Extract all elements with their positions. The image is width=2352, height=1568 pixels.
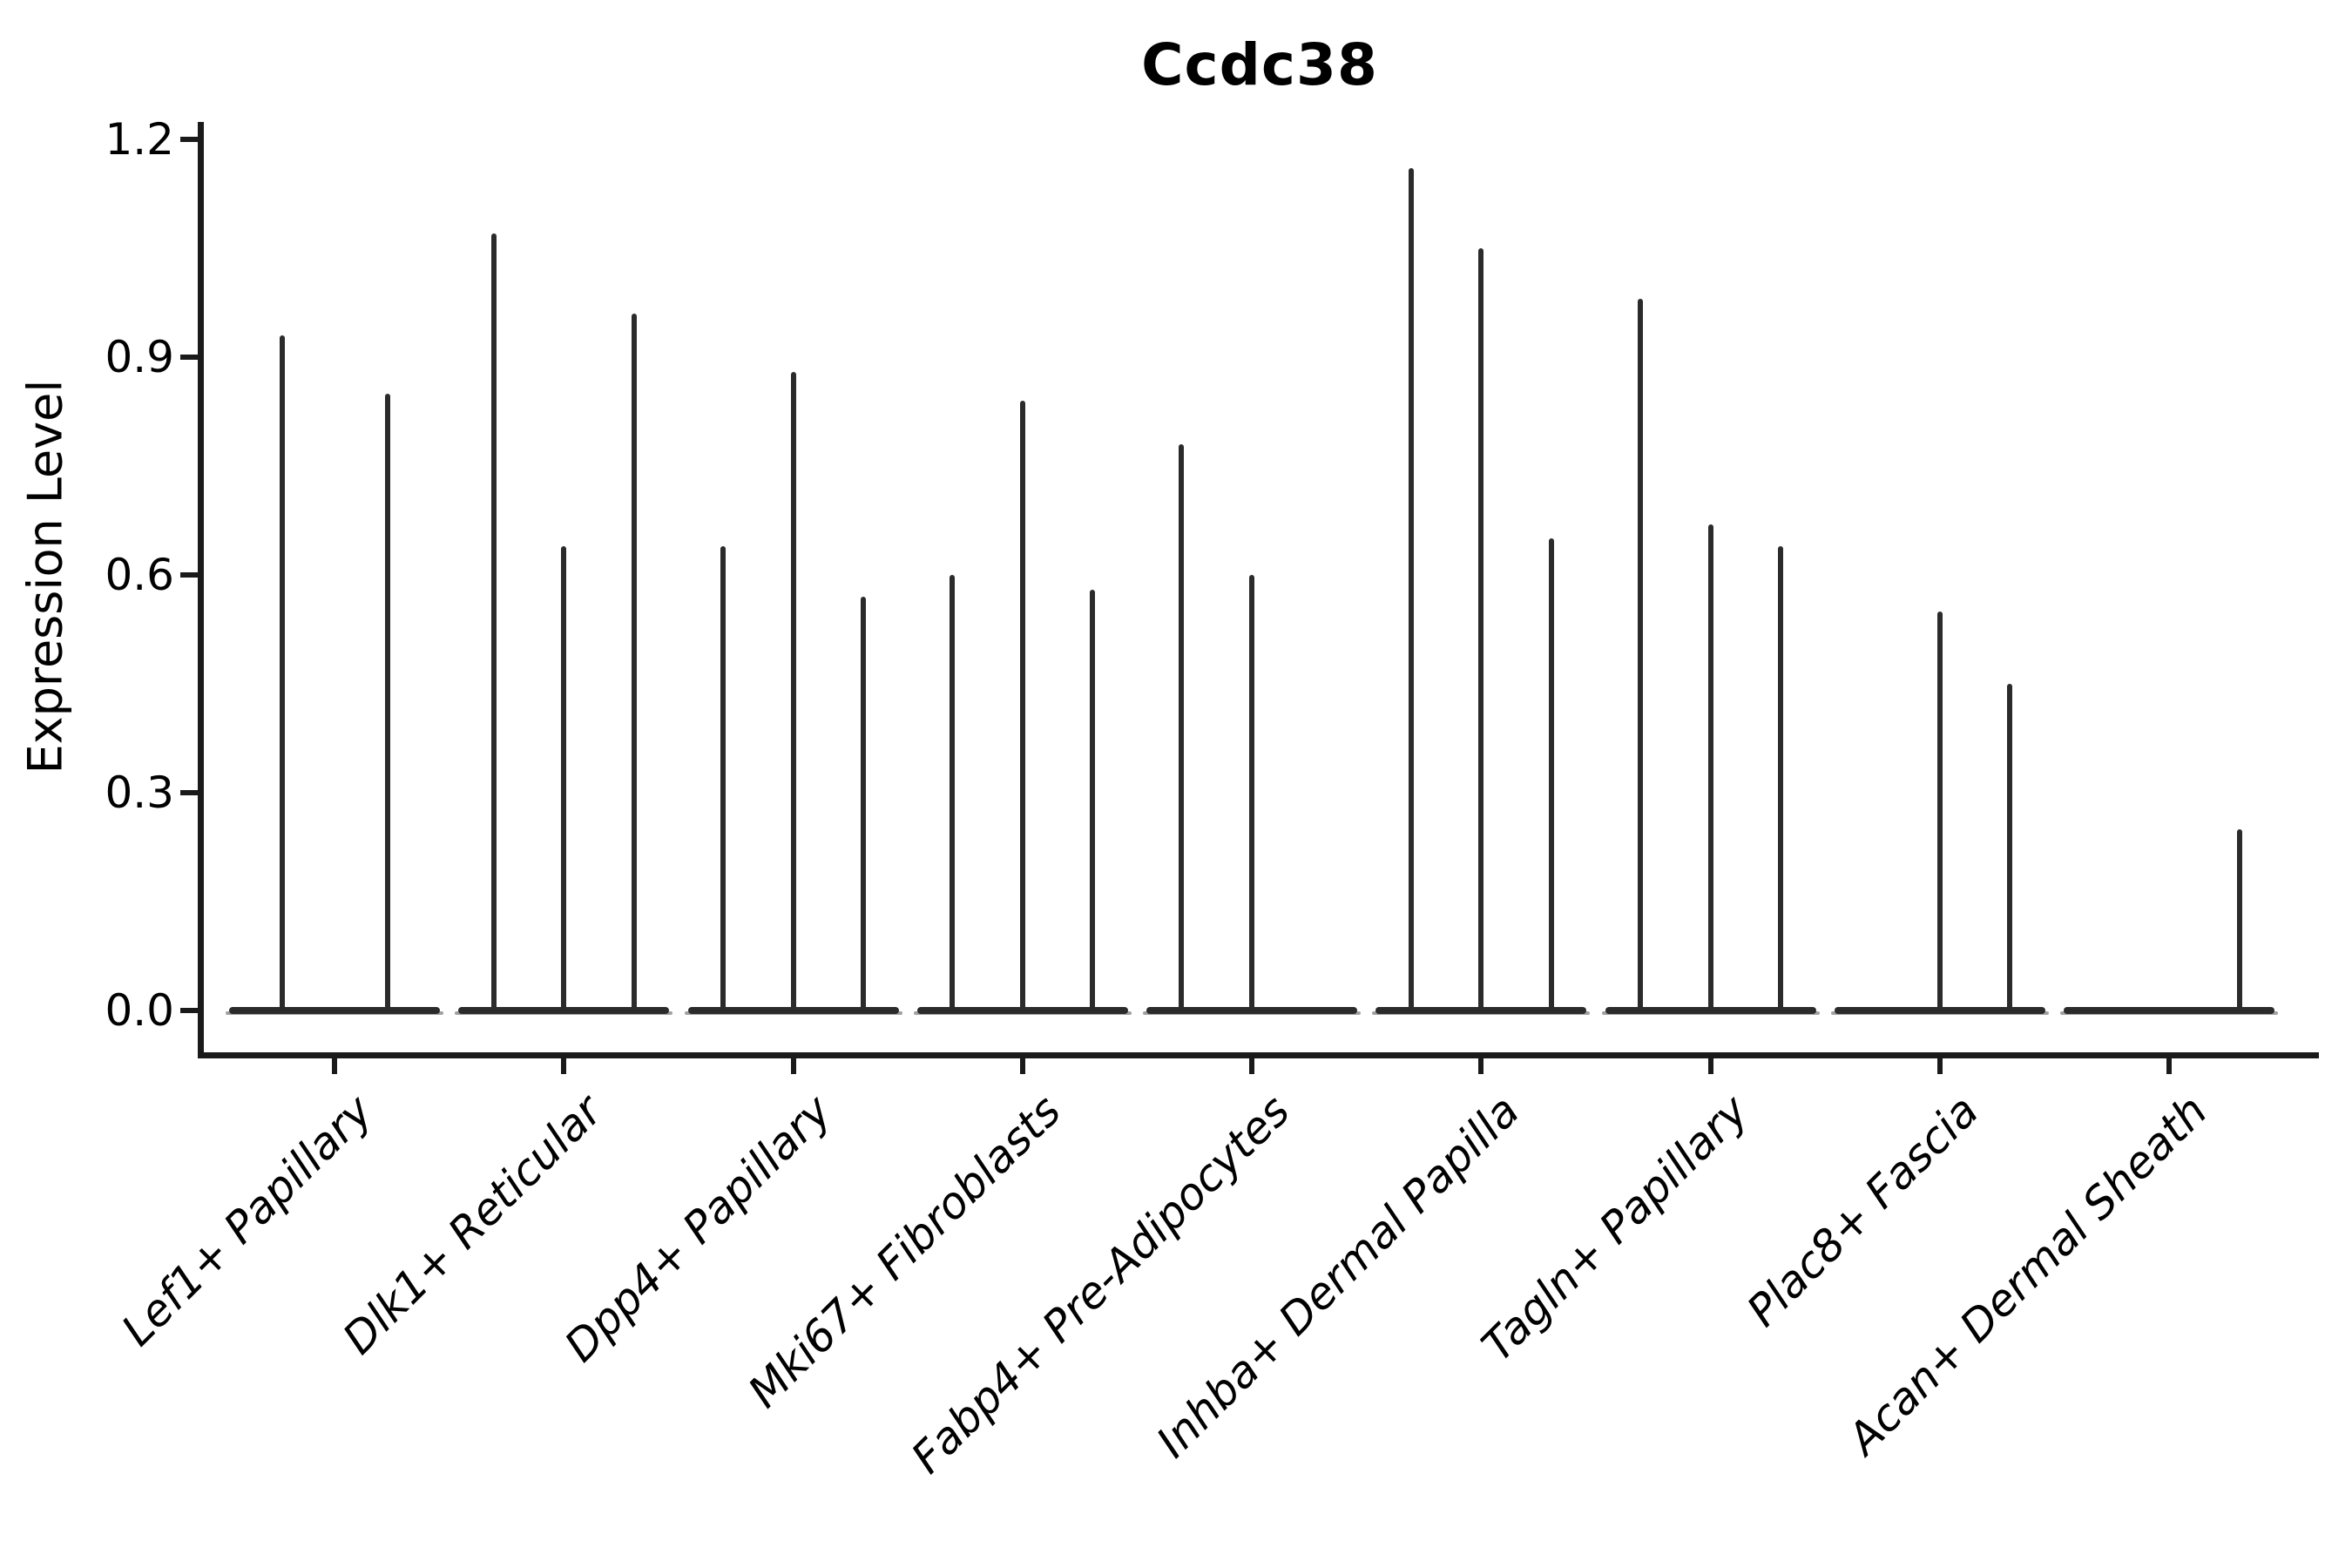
violin-base [2064,1007,2274,1014]
violin-spike [720,545,726,1010]
x-tick-mark [561,1058,567,1074]
x-tick-mark [1478,1058,1484,1074]
x-tick-mark [332,1058,337,1074]
x-tick-mark [1019,1058,1025,1074]
y-tick-label: 0.0 [105,985,174,1036]
violin-base [1605,1007,1816,1014]
chart-title: Ccdc38 [1141,31,1378,98]
x-tick-mark [790,1058,796,1074]
y-axis-spine [198,122,204,1058]
violin-base [1834,1007,2045,1014]
y-tick-label: 1.2 [105,114,174,165]
violin-spike [1019,401,1025,1010]
violin-spike [561,545,567,1010]
violin-spike [279,335,285,1010]
violin-base [916,1007,1128,1014]
violin-spike [1478,248,1484,1010]
violin-spike [1090,589,1096,1010]
y-tick-label: 0.6 [105,550,174,600]
violin-spike [1936,611,1943,1010]
x-tick-mark [2166,1058,2172,1074]
x-tick-mark [1936,1058,1943,1074]
violin-base [229,1007,440,1014]
violin-base [1375,1007,1587,1014]
violin-spike [384,393,390,1010]
violin-spike [861,597,867,1010]
violin-spike [1249,575,1254,1010]
y-tick-label: 0.3 [105,767,174,818]
x-category-label: Plac8+ Fascia [1736,1085,1988,1336]
x-tick-mark [1249,1058,1254,1074]
violin-spike [950,575,956,1010]
violin-spike [1179,444,1185,1010]
x-category-label: Inhba+ Dermal Papilla [1146,1085,1530,1468]
violin-base [458,1007,670,1014]
y-tick-label: 0.9 [105,332,174,382]
y-tick-mark [180,790,198,795]
violin-spike [1637,299,1643,1010]
y-tick-mark [180,137,198,142]
violin-spike [1408,168,1414,1010]
y-tick-mark [180,572,198,578]
y-tick-mark [180,1008,198,1013]
violin-spike [1548,538,1554,1010]
violin-base [687,1007,899,1014]
violin-spike [490,233,497,1010]
x-tick-mark [1707,1058,1713,1074]
violin-spike [1707,524,1713,1010]
violin-spike [2236,828,2242,1010]
violin-spike [790,371,796,1010]
x-category-label: Fabp4+ Pre-Adipocytes [902,1085,1301,1484]
x-axis-spine [198,1052,2319,1058]
y-tick-mark [180,355,198,360]
violin-spike [2007,684,2013,1010]
violin-base [1146,1007,1357,1014]
violin-spike [1778,545,1784,1010]
x-category-label: Lef1+ Papillary [112,1085,383,1356]
violin-spike [631,314,637,1010]
